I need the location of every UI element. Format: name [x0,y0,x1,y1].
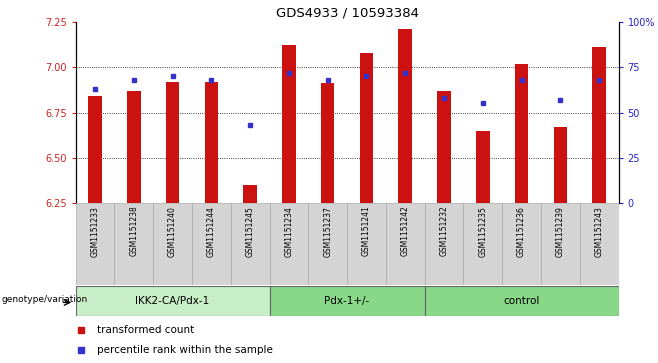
Text: GSM1151243: GSM1151243 [595,206,603,257]
Text: GSM1151239: GSM1151239 [556,206,565,257]
Bar [321,83,334,203]
Bar [592,47,606,203]
Text: GSM1151241: GSM1151241 [362,206,371,257]
Bar [76,203,114,285]
Bar [231,203,270,285]
Bar [424,203,463,285]
Text: GSM1151232: GSM1151232 [440,206,449,257]
Text: GSM1151236: GSM1151236 [517,206,526,257]
Text: GSM1151245: GSM1151245 [245,206,255,257]
Bar [114,203,153,285]
Text: GSM1151244: GSM1151244 [207,206,216,257]
Text: GSM1151233: GSM1151233 [91,206,99,257]
Text: GSM1151240: GSM1151240 [168,206,177,257]
Bar [309,203,347,285]
Text: percentile rank within the sample: percentile rank within the sample [97,345,273,355]
Bar [360,53,373,203]
Bar [153,203,192,285]
Text: Pdx-1+/-: Pdx-1+/- [324,296,370,306]
Bar [399,29,412,203]
Bar [205,82,218,203]
Bar [270,286,424,316]
Text: GSM1151234: GSM1151234 [284,206,293,257]
Bar [166,82,180,203]
Bar [502,203,541,285]
Bar [282,45,295,203]
Text: control: control [503,296,540,306]
Bar [76,286,270,316]
Bar [243,185,257,203]
Bar [541,203,580,285]
Bar [192,203,231,285]
Text: genotype/variation: genotype/variation [1,295,88,304]
Bar [476,131,490,203]
Text: GSM1151242: GSM1151242 [401,206,410,257]
Text: GSM1151238: GSM1151238 [130,206,138,257]
Bar [127,91,141,203]
Bar [553,127,567,203]
Bar [463,203,502,285]
Bar [88,96,102,203]
Text: transformed count: transformed count [97,325,195,335]
Bar [424,286,619,316]
Text: GSM1151235: GSM1151235 [478,206,488,257]
Bar [270,203,309,285]
Bar [438,91,451,203]
Bar [347,203,386,285]
Text: GSM1151237: GSM1151237 [323,206,332,257]
Text: IKK2-CA/Pdx-1: IKK2-CA/Pdx-1 [136,296,210,306]
Bar [515,64,528,203]
Bar [386,203,424,285]
Bar [580,203,619,285]
Title: GDS4933 / 10593384: GDS4933 / 10593384 [276,6,418,19]
